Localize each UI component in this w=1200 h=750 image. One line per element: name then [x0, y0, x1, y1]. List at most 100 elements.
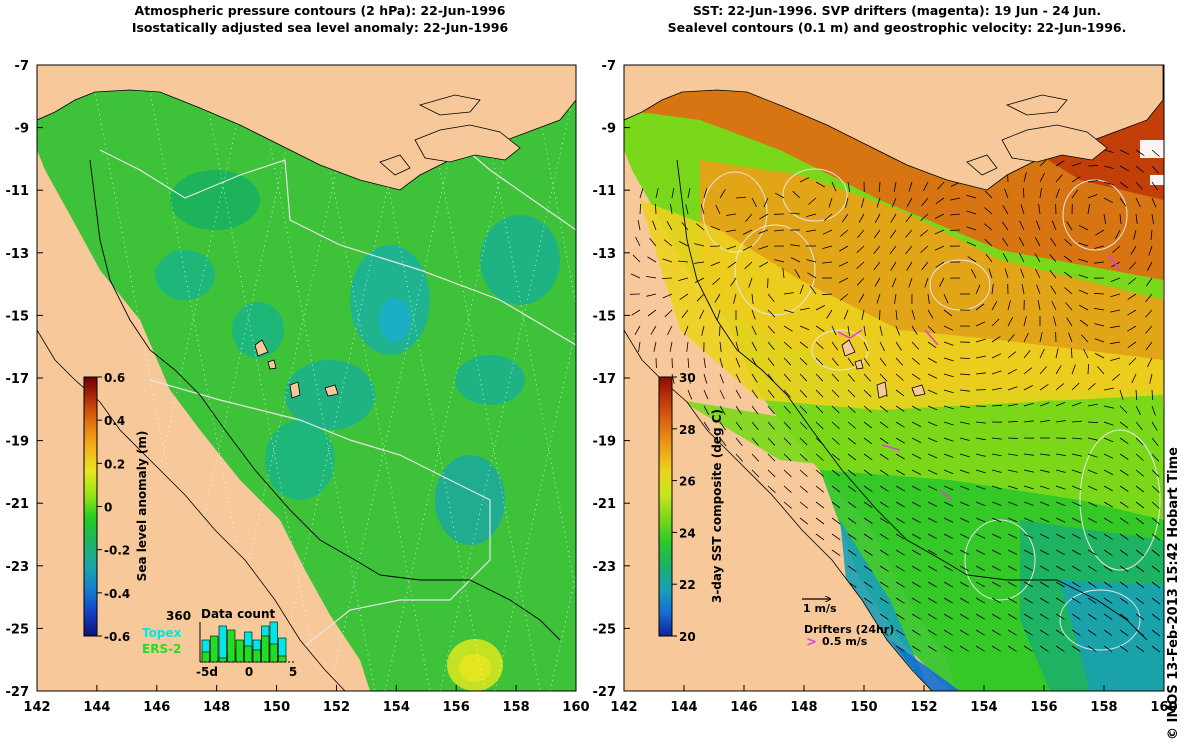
velocity-arrow — [966, 241, 977, 247]
velocity-arrow — [1039, 565, 1049, 572]
velocity-arrow — [806, 259, 817, 263]
velocity-arrow — [975, 549, 986, 555]
velocity-arrow — [895, 341, 902, 351]
velocity-arrow — [943, 453, 954, 458]
left-panel-title: Atmospheric pressure contours (2 hPa): 2… — [30, 2, 610, 36]
velocity-arrow — [975, 421, 986, 424]
velocity-arrow — [1055, 420, 1066, 423]
lat-tick-label: -19 — [593, 435, 617, 450]
velocity-arrow — [1087, 485, 1098, 491]
velocity-arrow — [632, 254, 641, 263]
velocity-arrow — [1103, 165, 1114, 169]
velocity-arrow — [1049, 269, 1057, 279]
velocity-arrow — [891, 197, 897, 208]
velocity-arrow — [1078, 224, 1089, 231]
velocity-arrow — [840, 229, 849, 237]
velocity-arrow — [717, 309, 721, 320]
velocity-arrow — [927, 325, 936, 334]
velocity-arrow — [927, 309, 934, 319]
velocity-arrow — [874, 213, 881, 223]
velocity-arrow — [873, 261, 881, 271]
velocity-arrow — [943, 629, 953, 636]
velocity-arrow — [1119, 421, 1129, 429]
velocity-arrow — [927, 357, 937, 364]
velocity-arrow — [975, 355, 986, 359]
velocity-arrow — [843, 309, 849, 320]
velocity-arrow — [1119, 213, 1122, 224]
velocity-arrow — [1087, 645, 1097, 652]
velocity-arrow — [921, 197, 929, 206]
anomaly-region — [155, 250, 215, 300]
velocity-arrow — [815, 357, 824, 366]
velocity-arrow — [815, 341, 824, 350]
lat-tick-label: -17 — [593, 372, 617, 387]
velocity-arrow — [831, 437, 840, 445]
sst-band — [890, 640, 960, 691]
velocity-arrow — [959, 581, 969, 588]
velocity-arrow — [1039, 384, 1049, 391]
velocity-arrow — [908, 181, 913, 192]
ground-track — [109, 65, 251, 691]
velocity-arrow — [790, 244, 801, 247]
velocity-arrow — [1001, 237, 1009, 247]
velocity-arrow — [751, 197, 757, 208]
velocity-arrow — [959, 405, 970, 408]
velocity-arrow — [1087, 517, 1097, 524]
velocity-arrow — [1023, 402, 1034, 407]
velocity-arrow — [1071, 549, 1081, 556]
velocity-arrow — [634, 325, 641, 335]
velocity-arrow — [815, 421, 824, 430]
velocity-arrow — [1049, 253, 1057, 263]
velocity-arrow — [975, 338, 986, 343]
lat-tick-label: -13 — [6, 247, 30, 262]
velocity-arrow — [1055, 383, 1064, 391]
velocity-arrow — [679, 293, 689, 300]
velocity-arrow — [943, 389, 954, 394]
velocity-arrow — [895, 485, 905, 492]
velocity-arrow — [1135, 149, 1145, 156]
velocity-arrow — [751, 453, 760, 462]
velocity-arrow — [1035, 268, 1041, 279]
velocity-arrow — [1135, 197, 1141, 208]
velocity-arrow — [1039, 581, 1049, 588]
sea-level-contour — [1062, 179, 1128, 251]
velocity-arrow — [905, 229, 913, 238]
velocity-arrow — [1004, 188, 1009, 199]
velocity-arrow — [895, 645, 905, 652]
velocity-arrow — [863, 501, 873, 508]
velocity-arrow — [1151, 597, 1161, 605]
velocity-arrow — [1071, 453, 1082, 457]
velocity-arrow — [1055, 629, 1065, 636]
velocity-arrow — [879, 533, 889, 540]
velocity-arrow — [863, 485, 873, 492]
velocity-arrow — [1087, 581, 1097, 588]
velocity-arrow — [1039, 629, 1049, 636]
velocity-arrow — [635, 236, 641, 247]
velocity-arrow — [984, 190, 993, 199]
velocity-arrow — [799, 284, 804, 295]
velocity-arrow — [991, 453, 1002, 457]
velocity-arrow — [1023, 597, 1033, 604]
velocity-arrow — [1055, 517, 1066, 523]
velocity-arrow — [1087, 383, 1096, 391]
velocity-arrow — [1119, 581, 1129, 589]
velocity-arrow — [751, 389, 759, 399]
velocity-arrow — [646, 293, 657, 297]
velocity-arrow — [1151, 197, 1157, 208]
velocity-arrow — [710, 261, 721, 267]
velocity-arrow — [879, 421, 889, 429]
velocity-arrow — [911, 645, 921, 652]
lon-tick-label: 144 — [670, 700, 697, 715]
right-title-line2: Sealevel contours (0.1 m) and geostrophi… — [667, 20, 1127, 35]
velocity-arrow — [647, 256, 657, 263]
velocity-arrow — [664, 309, 673, 318]
velocity-arrow — [1151, 613, 1161, 621]
velocity-arrow — [935, 261, 945, 268]
velocity-arrow — [1119, 517, 1129, 524]
lon-tick-label: 148 — [790, 700, 817, 715]
sst-colorbar: 30 28 26 24 22 20 3-day SST composite (deg C) — [658, 371, 724, 644]
velocity-arrow — [1103, 405, 1114, 409]
velocity-arrow — [1071, 533, 1081, 540]
lat-tick-label: -21 — [593, 497, 617, 512]
velocity-arrow — [685, 204, 689, 215]
